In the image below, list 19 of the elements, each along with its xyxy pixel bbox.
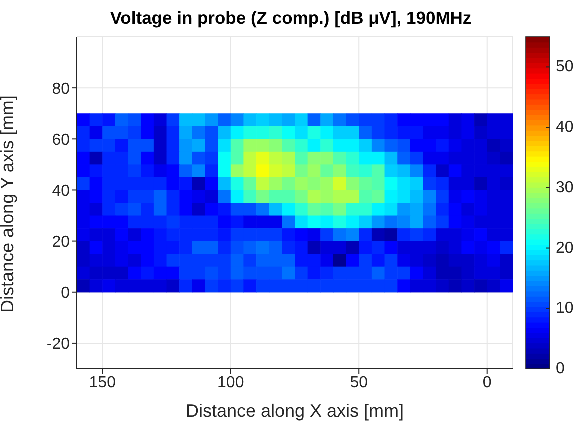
y-tick-label: -20 [46,336,70,354]
color-bar-label: 20 [556,240,574,257]
color-bar-label: 30 [556,179,574,196]
color-bar-label: 10 [556,300,574,318]
chart-title: Voltage in probe (Z comp.) [dB μV], 190MHz [109,8,473,29]
y-tick-label: 0 [61,285,70,302]
color-bar-label: 50 [556,58,574,76]
color-bar-label: 40 [556,119,574,136]
y-axis-title: Distance along Y axis [mm] [0,96,18,313]
y-tick-label: 80 [52,80,70,98]
x-tick-label: 50 [350,374,368,392]
x-tick-label: 100 [218,374,244,392]
x-tick-label: 0 [482,374,492,392]
color-bar-label: 0 [556,360,565,378]
y-tick-label: 20 [52,234,70,251]
x-tick-label: 150 [89,374,116,392]
y-tick-label: 40 [52,182,70,200]
x-axis-title: Distance along X axis [mm] [186,401,404,421]
y-tick-label: 60 [52,132,70,149]
